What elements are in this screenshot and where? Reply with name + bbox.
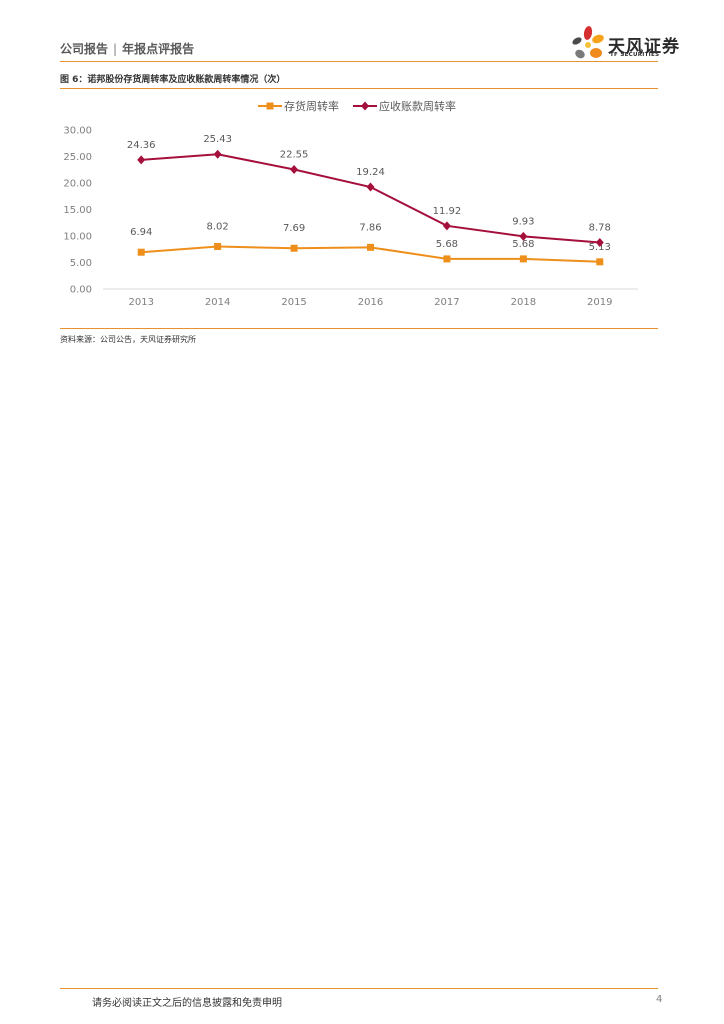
chart-legend: 存货周转率 应收账款周转率 — [258, 99, 456, 113]
y-tick-label: 20.00 — [63, 179, 92, 190]
data-point-marker — [366, 182, 375, 192]
legend-square-marker-icon — [266, 102, 274, 110]
data-point-marker — [137, 248, 145, 256]
header-divider — [60, 61, 658, 62]
y-tick-label: 0.00 — [70, 285, 92, 296]
footer-disclaimer: 请务必阅读正文之后的信息披露和免责申明 — [92, 998, 282, 1009]
header-separator: | — [113, 42, 118, 56]
series-receivables-turnover: 24.36 25.43 22.55 19.24 11.92 9.93 8.78 — [127, 134, 611, 247]
data-point-marker — [290, 244, 298, 252]
data-point-marker — [137, 155, 146, 165]
data-label: 5.68 — [512, 239, 534, 250]
data-point-marker — [596, 258, 604, 266]
legend-item-receivables-turnover: 应收账款周转率 — [353, 99, 456, 113]
y-tick-label: 5.00 — [70, 258, 92, 269]
x-tick-label: 2019 — [587, 297, 612, 308]
report-header: 公司报告 | 年报点评报告 — [60, 40, 194, 57]
figure-title: 图 6：诺邦股份存货周转率及应收账款周转率情况（次） — [60, 75, 286, 85]
x-tick-label: 2017 — [434, 297, 459, 308]
series-inventory-turnover: 6.94 8.02 7.69 7.86 5.68 5.68 5.13 — [130, 221, 611, 266]
legend-item-inventory-turnover: 存货周转率 — [258, 99, 339, 113]
data-point-marker — [214, 242, 222, 250]
page-number: 4 — [656, 994, 663, 1005]
data-label: 24.36 — [127, 140, 156, 151]
legend-diamond-marker-icon — [361, 101, 369, 111]
data-label: 5.13 — [589, 242, 611, 253]
data-label: 7.69 — [283, 223, 305, 234]
y-tick-label: 25.00 — [63, 152, 92, 163]
data-point-marker — [290, 164, 299, 174]
y-tick-label: 30.00 — [63, 126, 92, 137]
turnover-line-chart: 存货周转率 应收账款周转率 0.00 5.00 10.00 15.00 20.00 25.0… — [63, 99, 638, 308]
data-point-marker — [519, 231, 528, 241]
data-label: 25.43 — [203, 134, 232, 145]
data-label: 11.92 — [433, 206, 462, 217]
data-source-note: 资料来源：公司公告，天风证券研究所 — [60, 335, 196, 344]
data-point-marker — [442, 221, 451, 231]
logo-name-cn: 天风证券 — [608, 37, 680, 57]
data-label: 22.55 — [280, 149, 309, 160]
figure-bottom-divider — [60, 328, 658, 329]
footer-divider — [60, 988, 658, 989]
y-tick-label: 10.00 — [63, 232, 92, 243]
data-point-marker — [519, 255, 527, 263]
data-point-marker — [595, 237, 604, 247]
data-label: 19.24 — [356, 167, 385, 178]
logo-name-en: TF SECURITIES — [610, 52, 660, 58]
data-point-marker — [213, 149, 222, 159]
data-label: 5.68 — [436, 239, 458, 250]
figure-top-divider — [60, 88, 658, 89]
x-tick-label: 2014 — [205, 297, 230, 308]
data-label: 9.93 — [512, 216, 534, 227]
data-point-marker — [443, 255, 451, 263]
x-tick-label: 2015 — [281, 297, 306, 308]
chart-axis: 0.00 5.00 10.00 15.00 20.00 25.00 30.00 2013 201… — [63, 126, 638, 308]
report-type: 公司报告 — [60, 42, 109, 56]
legend-label: 应收账款周转率 — [379, 99, 456, 113]
data-label: 8.78 — [589, 222, 611, 233]
y-tick-label: 15.00 — [63, 205, 92, 216]
flower-logo-icon — [572, 26, 604, 59]
x-tick-label: 2013 — [128, 297, 153, 308]
x-tick-label: 2018 — [511, 297, 536, 308]
data-label: 7.86 — [359, 222, 381, 233]
report-subtype: 年报点评报告 — [122, 42, 195, 56]
company-logo: 天风证券 TF SECURITIES — [568, 24, 680, 64]
data-point-marker — [367, 243, 374, 251]
legend-label: 存货周转率 — [284, 99, 339, 113]
data-label: 8.02 — [207, 221, 229, 232]
data-label: 6.94 — [130, 227, 152, 238]
chart-series: 6.94 8.02 7.69 7.86 5.68 5.68 5.13 24.36 25.43 22… — [127, 134, 611, 266]
x-tick-label: 2016 — [358, 297, 383, 308]
